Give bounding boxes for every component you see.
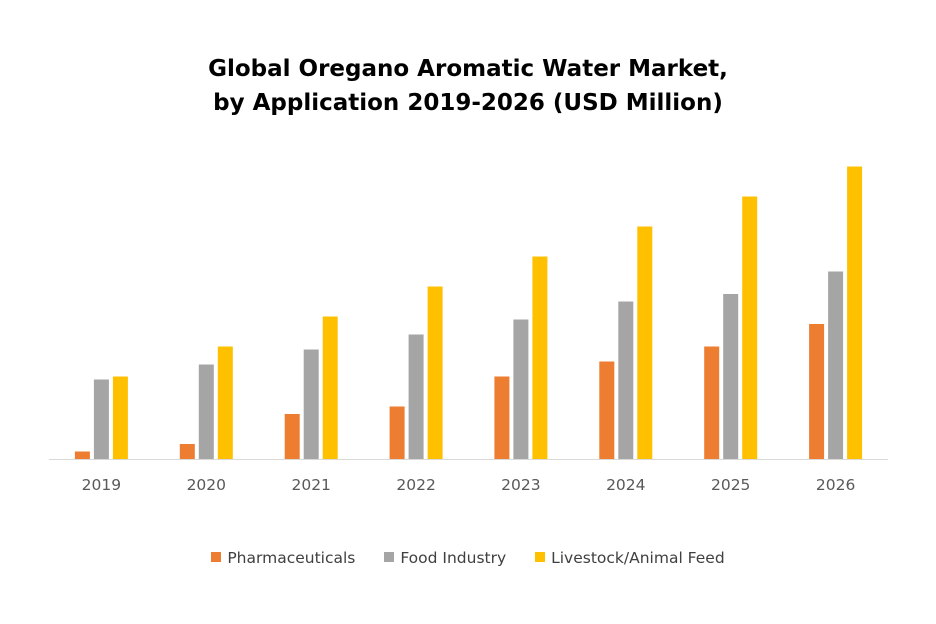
bar-pharmaceuticals-2022 — [389, 406, 405, 459]
bar-food-industry-2022 — [408, 334, 424, 459]
bar-food-industry-2024 — [618, 301, 634, 459]
chart-legend: Pharmaceuticals Food Industry Livestock/… — [0, 548, 936, 567]
bar-pharmaceuticals-2023 — [494, 376, 510, 459]
legend-swatch-livestock-animal-feed — [535, 552, 546, 562]
legend-item-livestock-animal-feed: Livestock/Animal Feed — [535, 549, 725, 567]
bar-livestock-animal-feed-2023 — [532, 256, 548, 459]
bar-livestock-animal-feed-2021 — [322, 316, 338, 459]
legend-item-pharmaceuticals: Pharmaceuticals — [211, 549, 355, 567]
bar-food-industry-2023 — [513, 319, 529, 459]
bar-livestock-animal-feed-2019 — [112, 376, 128, 459]
chart-title: Global Oregano Aromatic Water Market, by… — [0, 52, 936, 120]
bar-pharmaceuticals-2026 — [809, 324, 825, 459]
chart-title-line-1: Global Oregano Aromatic Water Market, — [208, 56, 728, 82]
bar-livestock-animal-feed-2026 — [847, 166, 863, 459]
bar-pharmaceuticals-2019 — [74, 451, 90, 459]
bar-food-industry-2020 — [198, 364, 214, 459]
bar-pharmaceuticals-2025 — [704, 346, 720, 459]
legend-item-food-industry: Food Industry — [384, 549, 506, 567]
x-tick-label-2019: 2019 — [82, 476, 121, 494]
chart-title-line-2: by Application 2019-2026 (USD Million) — [213, 90, 723, 116]
x-tick-label-2026: 2026 — [816, 476, 855, 494]
x-tick-label-2022: 2022 — [396, 476, 435, 494]
x-tick-label-2023: 2023 — [501, 476, 540, 494]
x-tick-label-2020: 2020 — [187, 476, 226, 494]
bar-pharmaceuticals-2024 — [599, 361, 615, 459]
bar-food-industry-2025 — [723, 294, 739, 459]
x-tick-label-2025: 2025 — [711, 476, 750, 494]
x-tick-label-2024: 2024 — [606, 476, 645, 494]
legend-swatch-pharmaceuticals — [211, 552, 222, 562]
bar-food-industry-2026 — [828, 271, 844, 459]
bar-pharmaceuticals-2021 — [284, 414, 300, 459]
bar-livestock-animal-feed-2024 — [637, 226, 653, 459]
bar-food-industry-2021 — [303, 349, 319, 459]
x-tick-label-2021: 2021 — [291, 476, 330, 494]
legend-label-livestock-animal-feed: Livestock/Animal Feed — [551, 548, 725, 567]
legend-label-pharmaceuticals: Pharmaceuticals — [227, 548, 356, 567]
legend-label-food-industry: Food Industry — [400, 548, 507, 567]
bar-food-industry-2019 — [93, 379, 109, 459]
bar-livestock-animal-feed-2020 — [217, 346, 233, 459]
bar-pharmaceuticals-2020 — [179, 444, 195, 459]
bar-livestock-animal-feed-2025 — [742, 196, 758, 459]
legend-swatch-food-industry — [384, 552, 395, 562]
bar-livestock-animal-feed-2022 — [427, 286, 443, 459]
